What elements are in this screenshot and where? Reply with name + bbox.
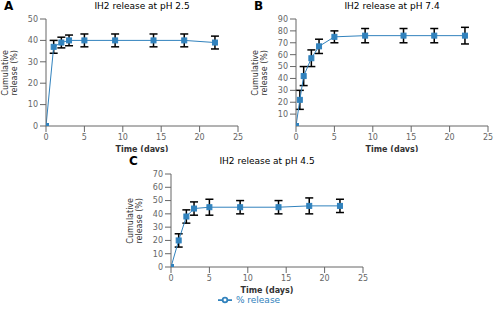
svg-text:25: 25 — [233, 133, 243, 142]
svg-text:60: 60 — [278, 51, 288, 60]
svg-text:20: 20 — [278, 98, 288, 107]
svg-text:10: 10 — [278, 110, 288, 119]
svg-text:0: 0 — [33, 122, 38, 131]
svg-text:10: 10 — [243, 274, 253, 283]
svg-text:25: 25 — [483, 133, 492, 142]
svg-text:0: 0 — [43, 133, 48, 142]
svg-text:70: 70 — [278, 39, 288, 48]
svg-text:5: 5 — [82, 133, 87, 142]
svg-text:15: 15 — [281, 274, 291, 283]
html-text:C: C — [129, 154, 138, 168]
svg-text:10: 10 — [153, 250, 163, 259]
html-text:IH2 release at pH 4.5: IH2 release at pH 4.5 — [219, 156, 315, 166]
svg-text:5: 5 — [332, 133, 337, 142]
svg-text:20: 20 — [153, 236, 163, 245]
svg-text:30: 30 — [28, 58, 38, 67]
html-text:% release: % release — [235, 294, 281, 305]
svg-text:30: 30 — [278, 86, 288, 95]
html-text:A: A — [4, 0, 14, 13]
html-text:Cumulative release (%): Cumulative release (%) — [251, 49, 269, 96]
svg-text:0: 0 — [168, 274, 173, 283]
svg-text:20: 20 — [195, 133, 205, 142]
svg-text:80: 80 — [278, 27, 288, 36]
svg-text:20: 20 — [320, 274, 330, 283]
svg-text:0: 0 — [293, 133, 298, 142]
html-text:Cumulative release (%): Cumulative release (%) — [126, 197, 144, 244]
svg-text:15: 15 — [406, 133, 416, 142]
svg-text:60: 60 — [153, 183, 163, 192]
svg-text:90: 90 — [278, 15, 288, 24]
svg-text:30: 30 — [153, 223, 163, 232]
svg-text:20: 20 — [445, 133, 455, 142]
svg-text:50: 50 — [153, 196, 163, 205]
svg-text:15: 15 — [156, 133, 166, 142]
svg-text:0: 0 — [158, 263, 163, 272]
html-text:Cumulative release (%): Cumulative release (%) — [1, 49, 19, 96]
svg-text:Time (days): Time (days) — [116, 145, 169, 152]
svg-text:40: 40 — [28, 36, 38, 45]
svg-text:5: 5 — [207, 274, 212, 283]
svg-text:10: 10 — [28, 100, 38, 109]
html-text:B: B — [254, 0, 264, 13]
svg-text:40: 40 — [278, 74, 288, 83]
svg-text:10: 10 — [118, 133, 128, 142]
svg-text:50: 50 — [278, 62, 288, 71]
svg-text:Time (days): Time (days) — [366, 145, 419, 152]
html-text:IH2 release at pH 2.5: IH2 release at pH 2.5 — [94, 1, 190, 11]
svg-text:70: 70 — [153, 170, 163, 179]
svg-text:20: 20 — [28, 79, 38, 88]
svg-text:40: 40 — [153, 210, 163, 219]
html-text:IH2 release at pH 7.4: IH2 release at pH 7.4 — [344, 1, 440, 11]
svg-text:25: 25 — [358, 274, 368, 283]
svg-text:Time (days): Time (days) — [241, 286, 294, 295]
svg-text:10: 10 — [368, 133, 378, 142]
svg-text:50: 50 — [28, 15, 38, 24]
